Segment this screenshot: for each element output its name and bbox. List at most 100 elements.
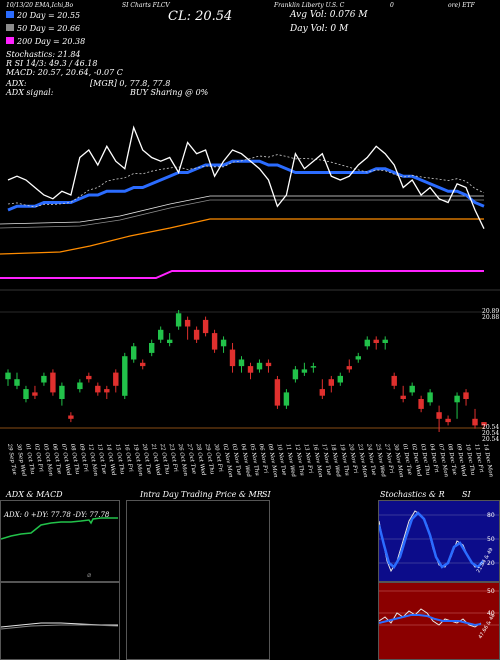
envelope-line-lower [0, 199, 484, 229]
candle-body [202, 319, 209, 334]
candle-body [220, 339, 227, 347]
candle-body [104, 389, 110, 393]
date-label: 26 Oct Mon [176, 442, 188, 477]
legend-adx-label: ADX: [6, 79, 27, 88]
intraday-panel [126, 500, 270, 660]
candle-body [436, 412, 442, 419]
mrsi-label-50: 50 [487, 588, 495, 595]
mrsi-label-40: 40 [487, 610, 495, 617]
date-label: 16 Nov Mon [311, 443, 323, 478]
candle-body [337, 375, 343, 383]
candle-body [247, 366, 254, 373]
header-title-zero: 0 [390, 2, 394, 9]
axis-label-lower-3: 20.54 [482, 436, 500, 443]
day-volume: Day Vol: 0 M [290, 24, 349, 34]
close-price-line [7, 125, 485, 229]
date-label: 19 Oct Mon [132, 443, 144, 477]
envelope-line-upper [0, 195, 484, 225]
date-label: 12 Oct Mon [87, 443, 99, 477]
candle-body [167, 339, 173, 343]
macd-panel [0, 582, 120, 660]
date-label: 07 Dec Mon [437, 443, 449, 478]
header-title-etf: ore) ETF [448, 2, 475, 9]
candle-body [292, 369, 299, 380]
date-label: 01 Oct Thu [24, 443, 35, 475]
date-label: 28 Oct Wed [194, 442, 206, 476]
date-label: 13 Oct Tue [96, 443, 107, 475]
date-label: 29 Sep Tue [6, 442, 18, 476]
candle-body [328, 379, 334, 386]
date-label: 20 Nov Fri [347, 442, 358, 474]
date-label: 30 Nov Mon [392, 443, 404, 478]
legend-ema200-swatch [6, 37, 14, 44]
stoch-panel-si: SI [462, 490, 471, 499]
candle-body [184, 319, 191, 327]
adx-panel-title: ADX & MACD [6, 490, 63, 499]
candle-body [481, 422, 487, 426]
date-label: 10 Dec Thu [464, 443, 476, 476]
axis-label-upper-2: 20.88 [482, 314, 500, 321]
mrsi-panel: 50 40 47.66 & 48 [378, 582, 500, 660]
date-label: 10 Nov Tue [275, 443, 287, 476]
date-label: 19 Nov Thu [338, 443, 350, 476]
candle-body [274, 379, 281, 406]
date-label: 21 Oct Wed [150, 442, 162, 476]
date-label: 07 Oct Wed [60, 443, 72, 476]
date-label: 13 Nov Fri [302, 443, 313, 474]
date-label: 04 Nov Wed [240, 443, 252, 478]
legend-ema50-swatch [6, 24, 14, 31]
stoch-label-80: 80 [487, 512, 495, 519]
candle-body [32, 392, 38, 396]
candle-body [59, 385, 65, 399]
ema20-line [7, 159, 485, 212]
candle-body [391, 375, 397, 386]
candle-body [445, 418, 451, 423]
candle-body [301, 369, 308, 373]
date-label: 09 Dec Wed [455, 443, 467, 477]
axis-label-lower-2: 20.54 [482, 430, 500, 437]
candle-body [86, 375, 92, 380]
close-label: CL: 20.54 [168, 9, 233, 24]
intraday-panel-si: SI [262, 490, 271, 499]
ema50-dotted-line [7, 154, 485, 208]
date-label: 20 Oct Tue [141, 442, 153, 475]
candle-body [41, 375, 47, 383]
legend-adx-signal-value: BUY Sharing @ 0% [130, 88, 209, 97]
legend-ema20-text: 20 Day = 20.55 [17, 11, 81, 20]
date-label: 02 Nov Mon [222, 443, 234, 478]
avg-volume: Avg Vol: 0.076 M [290, 10, 368, 20]
candle-body [418, 399, 424, 409]
date-label: 08 Dec Tue [446, 443, 458, 476]
ema200-line [0, 270, 484, 279]
candle-body [256, 362, 263, 370]
legend-ema200-text: 200 Day = 20.38 [17, 37, 86, 46]
date-label: 23 Oct Fri [168, 442, 179, 472]
candle-body [193, 329, 200, 340]
mrsi-lines: 50 40 47.66 & 48 [379, 588, 499, 640]
candle-body [283, 392, 290, 406]
candle-body [229, 349, 236, 367]
date-label: 09 Nov Mon [266, 443, 278, 478]
date-label: 02 Oct Fri [33, 443, 44, 472]
candle-body [382, 339, 388, 343]
date-label: 30 Oct Fri [213, 443, 224, 472]
candle-body [400, 395, 406, 399]
candle-body [122, 356, 128, 396]
date-label: 27 Nov Fri [383, 442, 394, 474]
date-label: 15 Oct Thu [114, 443, 125, 475]
date-label: 16 Oct Fri [123, 443, 134, 472]
stoch-label-50: 50 [487, 536, 495, 543]
candle-body [113, 372, 119, 386]
header-title-mid: SI Charts FLCV [122, 2, 170, 9]
candle-body [68, 415, 74, 419]
candle-body [373, 339, 379, 343]
legend-macd: MACD: 20.57, 20.64, -0.07 C [6, 68, 123, 77]
candle-body [211, 333, 218, 350]
candle-body [310, 366, 317, 368]
date-label: 09 Oct Fri [78, 443, 89, 472]
stoch-label-20: 20 [487, 560, 495, 567]
legend-ema50-text: 50 Day = 20.66 [17, 24, 81, 33]
date-label: 17 Nov Tue [320, 443, 332, 476]
legend-ema200: 200 Day = 20.38 [6, 37, 85, 46]
